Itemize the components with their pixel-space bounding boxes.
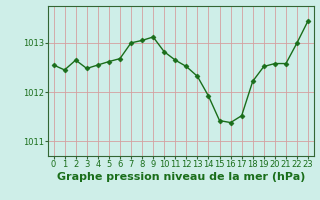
X-axis label: Graphe pression niveau de la mer (hPa): Graphe pression niveau de la mer (hPa) <box>57 172 305 182</box>
